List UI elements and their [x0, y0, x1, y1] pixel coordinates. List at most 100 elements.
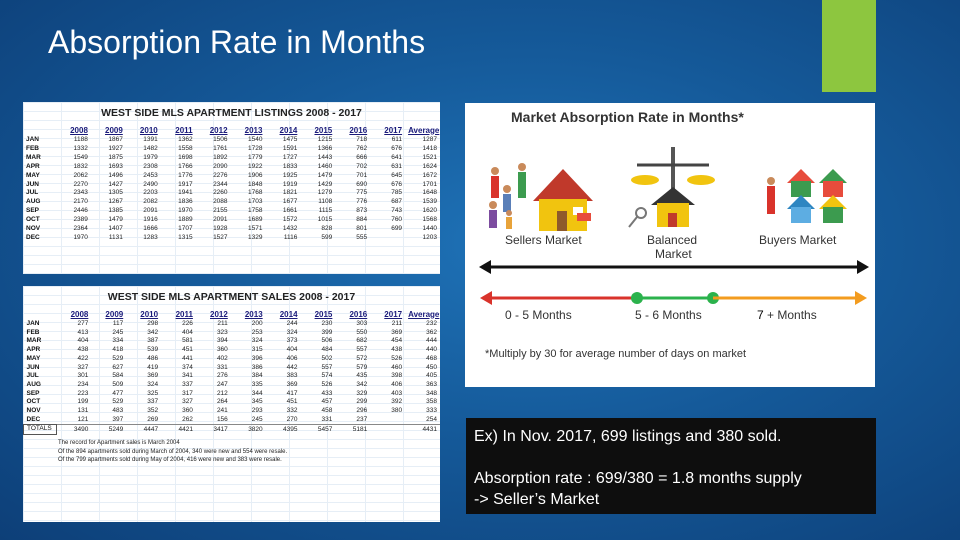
- table-cell: 631: [391, 162, 403, 170]
- table-cell: 131: [77, 407, 89, 415]
- table-cell: 1693: [108, 162, 123, 170]
- table-cell: 1215: [317, 136, 333, 143]
- row-label: APR: [26, 162, 40, 170]
- table-cell: 1283: [143, 233, 158, 241]
- table-cell: 1832: [73, 162, 88, 170]
- table-cell: 1591: [282, 144, 298, 152]
- table-cell: 331: [216, 363, 228, 371]
- table-cell: 244: [286, 320, 298, 327]
- table-cell: 344: [251, 389, 263, 397]
- row-label: JUN: [26, 180, 40, 188]
- table-cell: 699: [391, 225, 403, 233]
- table-row: JUL 301 584 369 341 276 384 383 574 435 398 405: [24, 372, 441, 381]
- table-cell: 1848: [247, 180, 263, 188]
- table-cell: 332: [286, 407, 298, 415]
- table-cell: 1479: [317, 171, 333, 179]
- table-cell: 718: [356, 136, 368, 143]
- table-row: SEP 2446 1385 2091 1970 2155 1758 1661 1115 873 74…: [23, 207, 440, 216]
- table-cell: 1479: [108, 216, 123, 224]
- table-cell: 293: [251, 407, 263, 415]
- table-cell: 599: [321, 233, 333, 241]
- table-row: JUN 2270 1427 2490 1917 2344 1848 1919 1429 690 67…: [23, 181, 440, 190]
- column-header: 2011: [175, 125, 193, 135]
- market-illustration: [479, 147, 869, 305]
- table-cell: 645: [391, 171, 403, 179]
- table-cell: 299: [356, 398, 368, 406]
- table-cell: 5457: [300, 424, 336, 435]
- table-cell: 1917: [178, 180, 193, 188]
- row-label: OCT: [26, 398, 41, 406]
- row-label: NOV: [26, 225, 41, 233]
- table-cell: 435: [356, 372, 368, 380]
- table-cell: 335: [251, 380, 263, 388]
- table-cell: 374: [182, 363, 193, 371]
- scale-icon: [628, 147, 715, 228]
- table-cell: 1761: [213, 144, 228, 152]
- row-label: TOTALS: [23, 424, 57, 436]
- table-cell: 327: [182, 398, 193, 406]
- table-cell: 1703: [247, 198, 263, 206]
- table-cell: 3820: [230, 424, 266, 435]
- table-cell: 438: [391, 346, 403, 354]
- table-cell: 3490: [56, 424, 92, 435]
- table-cell: 509: [112, 380, 124, 388]
- row-label: JUL: [26, 372, 39, 380]
- table-cell: 345: [251, 398, 263, 406]
- table-cell: 1432: [282, 225, 298, 233]
- table-row: MAY 422 529 486 441 402 396 406 502 572 526 468: [24, 355, 441, 364]
- table-cell: 1315: [178, 233, 193, 241]
- table-cell: 301: [77, 372, 89, 380]
- table-cell: 762: [356, 144, 368, 152]
- table-cell: 1776: [178, 171, 193, 179]
- row-label: NOV: [26, 407, 41, 415]
- table-cell: 1362: [178, 136, 193, 143]
- table-cell: 1287: [422, 136, 437, 143]
- listings-table-title: WEST SIDE MLS APARTMENT LISTINGS 2008 - …: [101, 107, 362, 119]
- table-cell: 358: [426, 398, 437, 406]
- table-cell: 333: [426, 407, 437, 415]
- table-cell: 579: [356, 363, 368, 371]
- sales-note: Of the 894 apartments sold during March …: [58, 448, 288, 455]
- table-cell: 1875: [108, 153, 123, 161]
- table-cell: 484: [321, 346, 333, 354]
- table-cell: [370, 424, 406, 435]
- table-cell: 2170: [73, 198, 88, 206]
- table-cell: 1661: [282, 207, 298, 215]
- table-cell: [370, 416, 405, 425]
- table-cell: 457: [321, 398, 333, 406]
- table-cell: 323: [216, 328, 228, 336]
- table-cell: 276: [216, 372, 228, 380]
- column-header: 2009: [105, 309, 124, 319]
- table-row: FEB 413 245 342 404 323 253 324 399 550 369 362: [24, 329, 441, 338]
- table-row: JUL 2343 1305 2203 1941 2260 1768 1821 1279 775 78…: [23, 189, 440, 198]
- table-cell: 557: [321, 363, 333, 371]
- table-cell: 417: [286, 389, 298, 397]
- table-row: JAN 1188 1867 1391 1362 1506 1540 1475 1215 718 61…: [23, 136, 440, 145]
- column-header: 2013: [244, 125, 263, 135]
- row-label: SEP: [26, 207, 40, 215]
- column-header: 2017: [384, 125, 403, 135]
- table-cell: 5249: [91, 424, 127, 435]
- table-cell: 342: [147, 328, 159, 336]
- table-cell: 369: [391, 328, 403, 336]
- sales-note: Of the 799 apartments sold during May of…: [58, 457, 282, 464]
- table-cell: 413: [77, 328, 89, 336]
- sales-note: The record for Apartment sales is March …: [58, 440, 180, 447]
- table-row: AUG 234 509 324 337 247 335 369 526 342 406 363: [24, 381, 441, 390]
- row-label: FEB: [26, 328, 40, 336]
- table-cell: 1624: [422, 162, 437, 170]
- table-cell: 1779: [247, 153, 263, 161]
- table-cell: 369: [286, 380, 298, 388]
- table-cell: 2270: [73, 180, 88, 188]
- range-high-suffix: + Months: [763, 308, 817, 322]
- row-label: FEB: [26, 144, 39, 152]
- table-cell: 1648: [422, 189, 437, 197]
- table-cell: 701: [356, 171, 368, 179]
- table-cell: 226: [182, 320, 193, 327]
- table-row: JAN 277 117 298 226 211 200 244 230 303 211 232: [24, 320, 441, 329]
- table-cell: 337: [182, 380, 193, 388]
- table-cell: [370, 234, 405, 243]
- table-cell: 884: [356, 216, 368, 224]
- table-cell: 1391: [143, 136, 158, 143]
- table-cell: 1115: [318, 207, 333, 215]
